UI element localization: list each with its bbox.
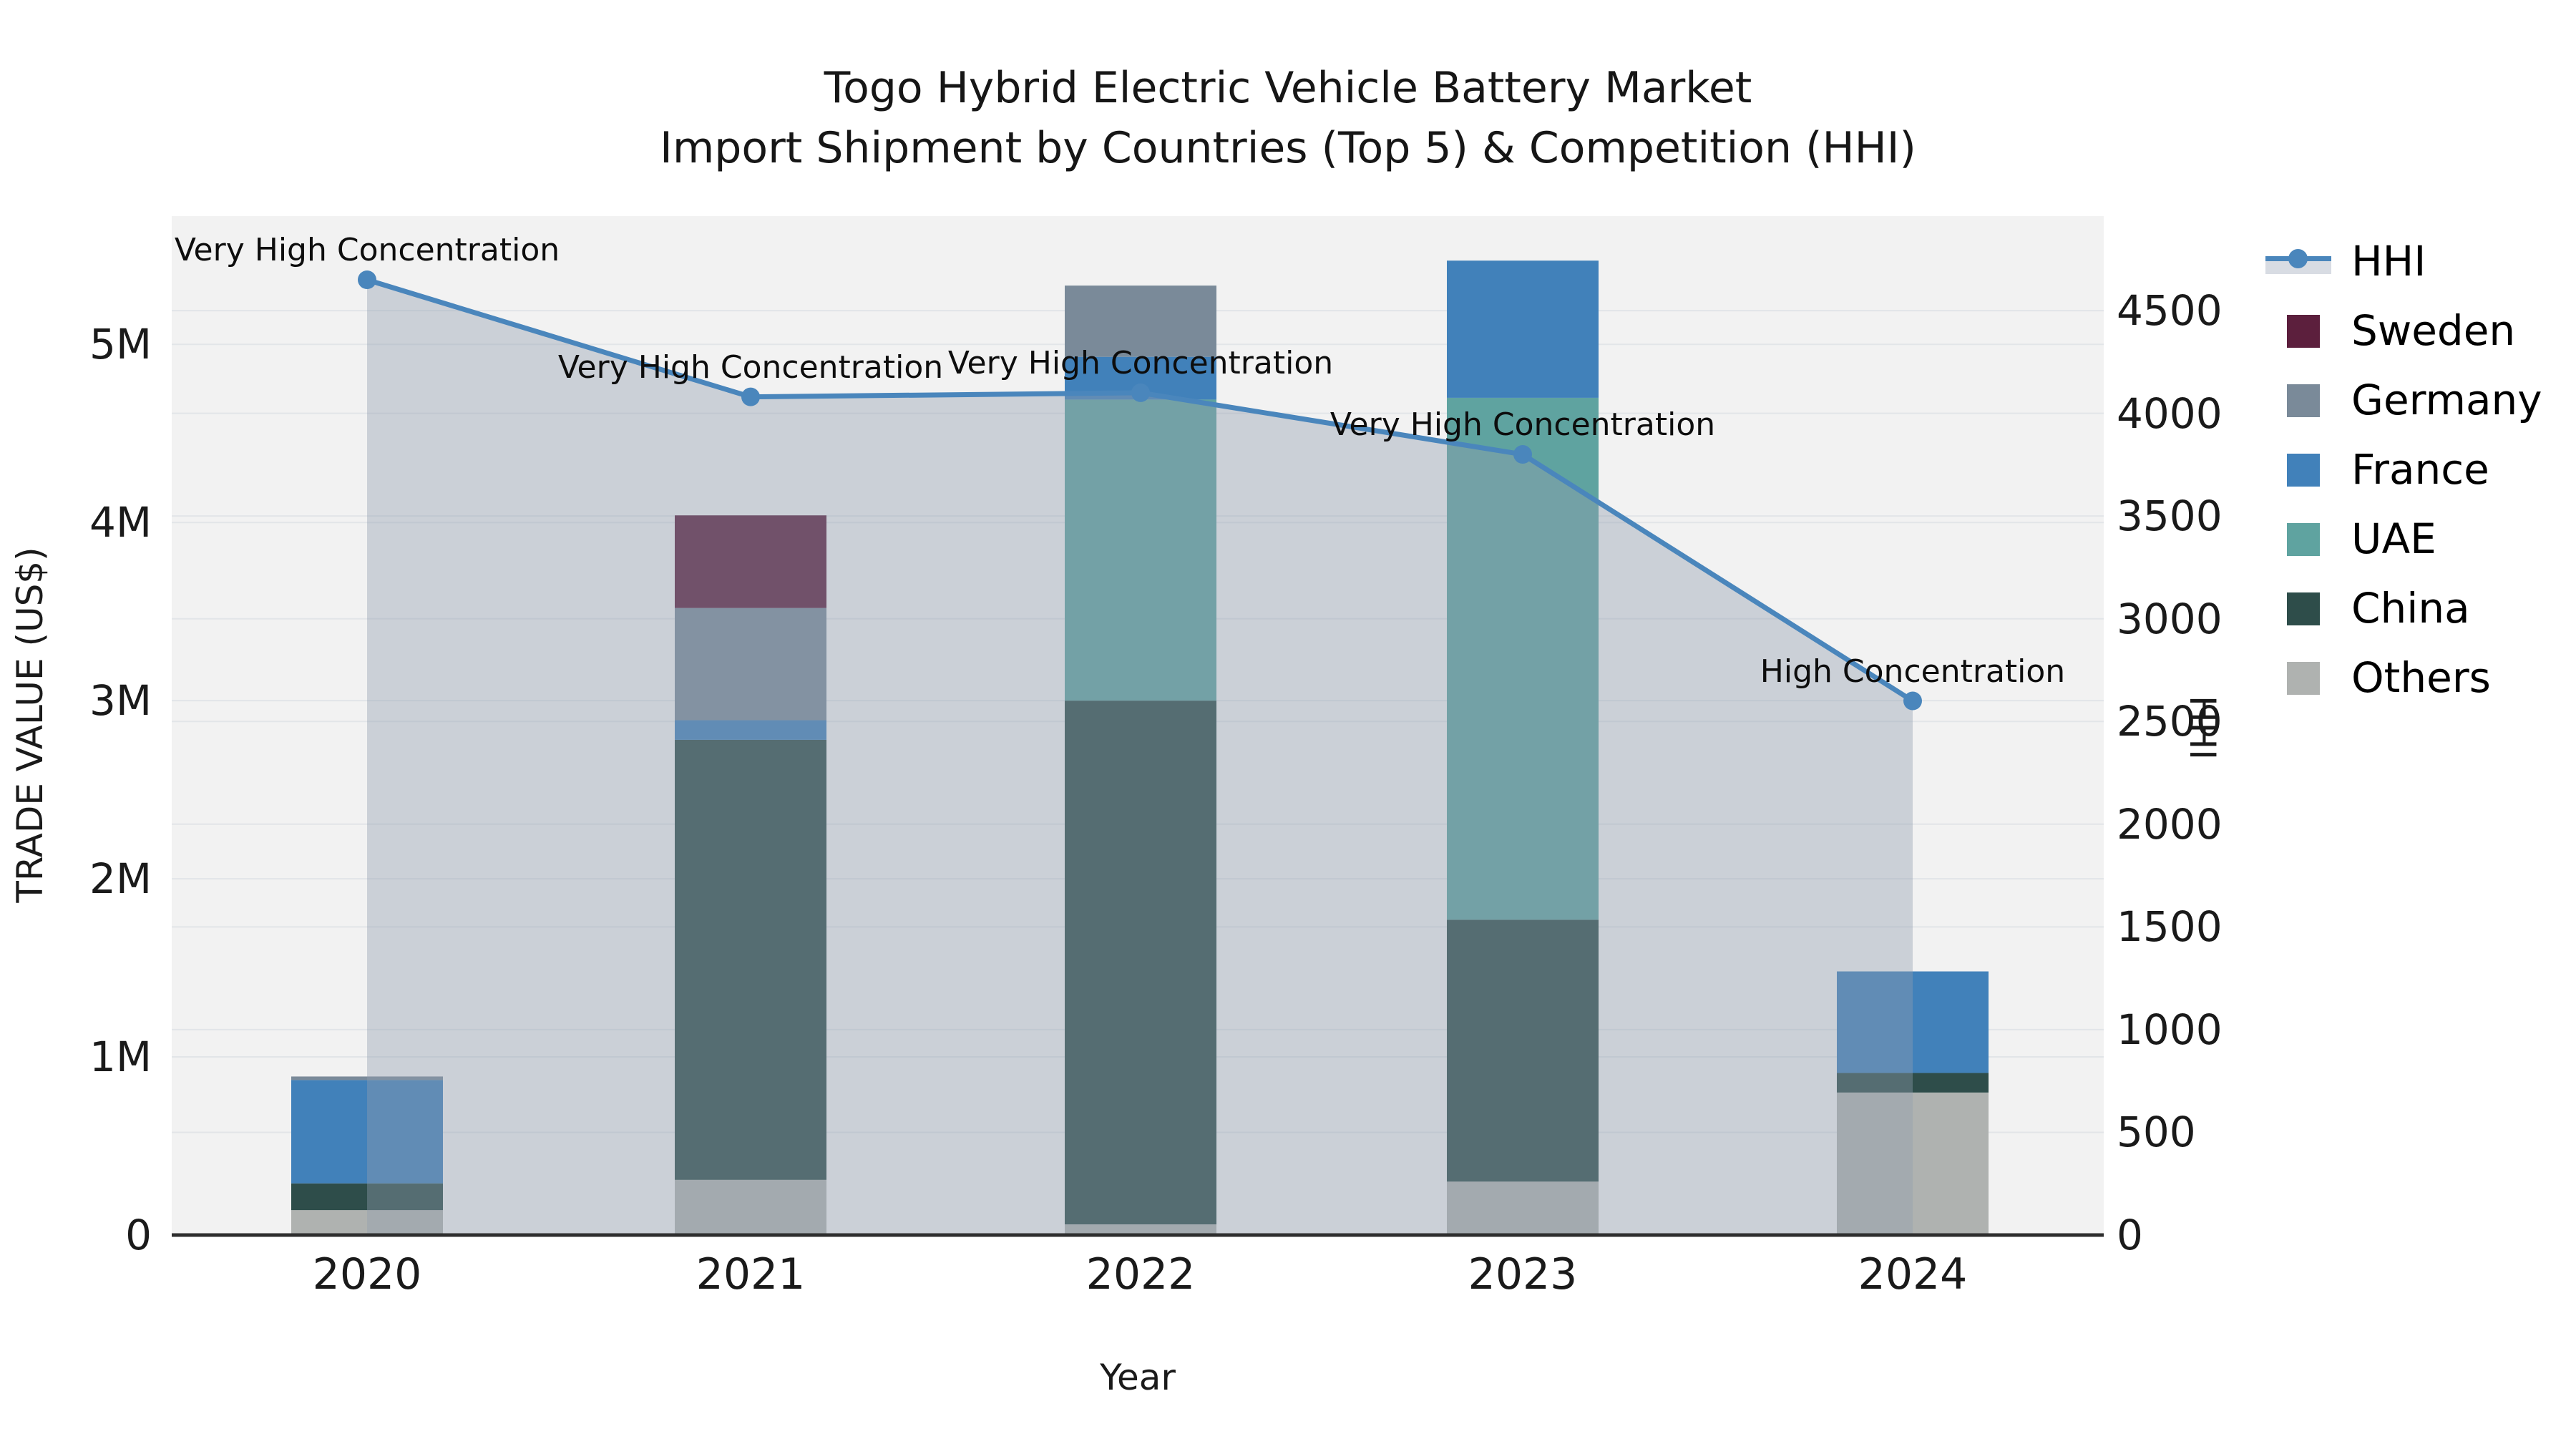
right-tick-2500: 2500 bbox=[2117, 697, 2223, 746]
right-tick-4000: 4000 bbox=[2117, 389, 2223, 438]
legend-label-sweden: Sweden bbox=[2351, 306, 2516, 355]
legend-item-france: France bbox=[2261, 434, 2542, 504]
legend-label-france: France bbox=[2351, 444, 2489, 494]
bar-segment-china-2022 bbox=[1065, 701, 1216, 1225]
annotation-2022: Very High Concentration bbox=[947, 344, 1334, 381]
hhi-marker-2022 bbox=[1131, 383, 1150, 402]
right-tick-3500: 3500 bbox=[2117, 492, 2223, 541]
legend-swatch-icon bbox=[2261, 592, 2336, 625]
bar-segment-china-2021 bbox=[675, 739, 826, 1180]
legend-line-marker-icon bbox=[2261, 245, 2336, 277]
bar-segment-france-2023 bbox=[1447, 260, 1599, 398]
bar-segment-others-2022 bbox=[1065, 1224, 1216, 1235]
legend-label-hhi: HHI bbox=[2351, 236, 2426, 286]
bar-segment-china-2024 bbox=[1837, 1073, 1989, 1093]
right-tick-4500: 4500 bbox=[2117, 286, 2223, 336]
annotation-2024: High Concentration bbox=[1760, 653, 2066, 690]
bar-segment-france-2024 bbox=[1837, 971, 1989, 1073]
left-tick-0: 0 bbox=[125, 1211, 152, 1259]
legend-swatch-sweden bbox=[2287, 314, 2320, 348]
left-tick-3M: 3M bbox=[89, 676, 152, 726]
hhi-marker-2021 bbox=[741, 387, 760, 406]
legend-marker-dot bbox=[2288, 248, 2308, 268]
bar-segment-others-2023 bbox=[1447, 1181, 1599, 1235]
x-tick-2023: 2023 bbox=[1468, 1249, 1578, 1299]
bar-segment-others-2021 bbox=[675, 1179, 826, 1235]
hhi-marker-2020 bbox=[358, 270, 376, 289]
right-tick-2000: 2000 bbox=[2117, 799, 2223, 849]
legend-swatch-icon bbox=[2261, 314, 2336, 348]
legend-item-others: Others bbox=[2261, 643, 2542, 712]
left-axis-title: TRADE VALUE (US$) bbox=[9, 547, 51, 903]
left-tick-1M: 1M bbox=[89, 1033, 152, 1082]
hhi-marker-2023 bbox=[1513, 445, 1532, 464]
left-tick-5M: 5M bbox=[89, 320, 152, 369]
left-tick-2M: 2M bbox=[89, 854, 152, 904]
bar-segment-germany-2022 bbox=[1065, 286, 1216, 357]
chart-title-line2: Import Shipment by Countries (Top 5) & C… bbox=[660, 123, 1916, 173]
annotation-2020: Very High Concentration bbox=[174, 232, 560, 268]
legend-label-others: Others bbox=[2351, 653, 2491, 702]
x-tick-2020: 2020 bbox=[312, 1249, 422, 1299]
legend-swatch-china bbox=[2287, 592, 2320, 625]
x-tick-2021: 2021 bbox=[696, 1249, 806, 1299]
annotation-2023: Very High Concentration bbox=[1330, 406, 1716, 444]
legend-label-germany: Germany bbox=[2351, 375, 2542, 424]
legend-swatch-icon bbox=[2261, 661, 2336, 695]
legend-swatch-germany bbox=[2287, 384, 2320, 417]
right-axis-title: HHI bbox=[2182, 696, 2223, 760]
left-tick-4M: 4M bbox=[89, 498, 152, 547]
bar-segment-germany-2021 bbox=[675, 608, 826, 721]
bar-segment-others-2024 bbox=[1837, 1092, 1989, 1235]
legend-item-uae: UAE bbox=[2261, 504, 2542, 573]
legend-swatch-others bbox=[2287, 661, 2320, 695]
bar-segment-sweden-2021 bbox=[675, 515, 826, 608]
bar-segment-china-2020 bbox=[291, 1183, 443, 1211]
legend-swatch-uae bbox=[2287, 522, 2320, 556]
legend-item-germany: Germany bbox=[2261, 365, 2542, 434]
legend-item-hhi: HHI bbox=[2261, 226, 2542, 296]
legend-label-uae: UAE bbox=[2351, 514, 2436, 563]
legend-item-china: China bbox=[2261, 573, 2542, 643]
right-tick-3000: 3000 bbox=[2117, 594, 2223, 643]
right-tick-1000: 1000 bbox=[2117, 1005, 2223, 1054]
chart-title-line1: Togo Hybrid Electric Vehicle Battery Mar… bbox=[824, 63, 1752, 113]
x-tick-2022: 2022 bbox=[1085, 1249, 1196, 1299]
right-tick-1500: 1500 bbox=[2117, 902, 2223, 952]
bar-segment-france-2021 bbox=[675, 720, 826, 740]
annotation-2021: Very High Concentration bbox=[557, 348, 944, 386]
legend-item-sweden: Sweden bbox=[2261, 296, 2542, 365]
legend-swatch-icon bbox=[2261, 453, 2336, 487]
legend-label-china: China bbox=[2351, 583, 2470, 633]
right-tick-0: 0 bbox=[2117, 1211, 2143, 1259]
right-tick-500: 500 bbox=[2117, 1108, 2196, 1157]
hhi-area-fill bbox=[367, 280, 1913, 1235]
bar-segment-germany-2020 bbox=[291, 1076, 443, 1080]
x-tick-2024: 2024 bbox=[1858, 1249, 1968, 1299]
bar-segment-france-2020 bbox=[291, 1080, 443, 1184]
chart-legend: HHI Sweden Germany France UAE China Others bbox=[2261, 226, 2542, 712]
legend-swatch-icon bbox=[2261, 384, 2336, 417]
legend-swatch-icon bbox=[2261, 522, 2336, 556]
bar-segment-uae-2022 bbox=[1065, 399, 1216, 701]
hhi-marker-2024 bbox=[1903, 691, 1922, 711]
bar-segment-others-2020 bbox=[291, 1210, 443, 1235]
x-axis-title: Year bbox=[1100, 1357, 1176, 1398]
legend-swatch-france bbox=[2287, 453, 2320, 487]
bar-segment-china-2023 bbox=[1447, 919, 1599, 1182]
